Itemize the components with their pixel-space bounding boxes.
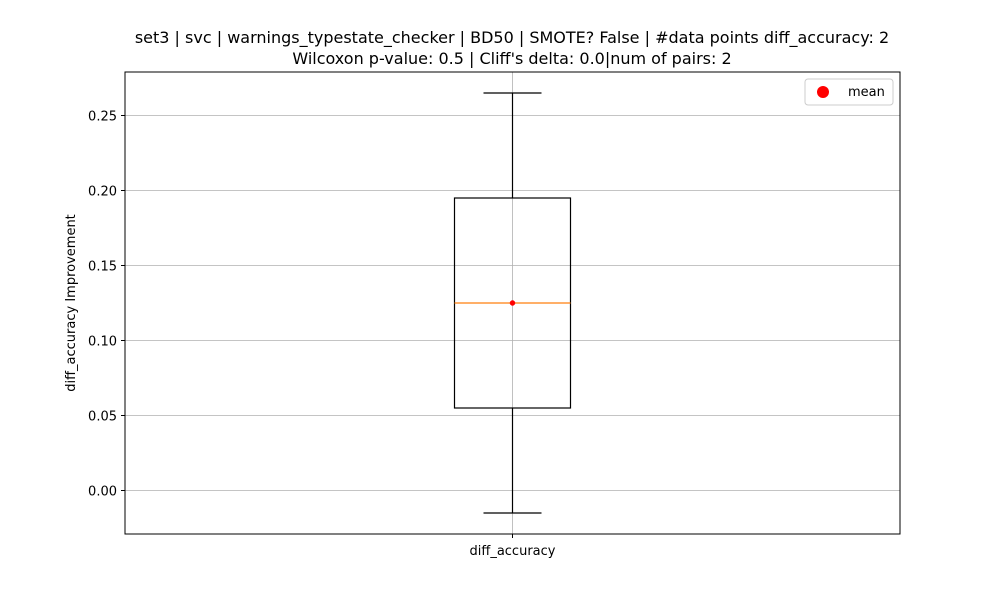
legend: mean xyxy=(804,78,894,106)
y-tick-label: 0.20 xyxy=(88,185,117,200)
legend-mean-marker xyxy=(817,86,829,98)
chart-title-line1: set3 | svc | warnings_typestate_checker … xyxy=(135,28,889,48)
mean-marker xyxy=(509,300,516,306)
legend-frame xyxy=(804,78,894,106)
x-axis-ticks: diff_accuracy xyxy=(470,534,556,559)
y-axis-ticks: 0.00 0.05 0.10 0.15 0.20 0.25 xyxy=(88,110,125,500)
chart-title-line2: Wilcoxon p-value: 0.5 | Cliff's delta: 0… xyxy=(292,49,731,68)
y-tick-label: 0.25 xyxy=(88,110,117,125)
plot-area-frame xyxy=(124,71,901,535)
y-tick-label: 0.15 xyxy=(88,260,117,275)
legend-label-mean: mean xyxy=(848,85,885,100)
y-tick-label: 0.10 xyxy=(88,335,117,350)
box-element xyxy=(453,92,572,514)
y-axis-label: diff_accuracy Improvement xyxy=(64,214,79,392)
y-tick-label: 0.05 xyxy=(88,410,117,425)
y-tick-label: 0.00 xyxy=(88,485,117,500)
x-tick-label: diff_accuracy xyxy=(470,544,556,559)
